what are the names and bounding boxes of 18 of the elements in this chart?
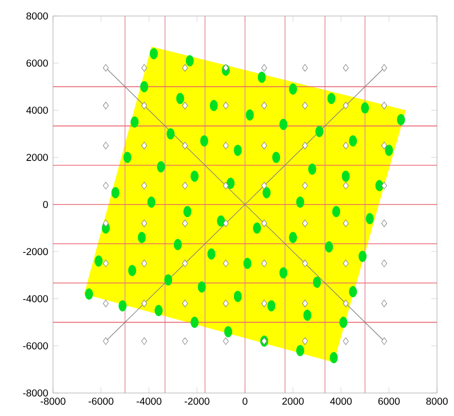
x-tick-label: -4000: [136, 398, 162, 405]
y-tick-label: 2000: [26, 154, 48, 161]
y-tick-label: -2000: [23, 248, 48, 256]
x-tick-label: 6000: [378, 398, 400, 405]
y-tick-label: -4000: [23, 295, 48, 302]
y-tick-label: 4000: [26, 106, 48, 114]
y-tick-label: 6000: [26, 60, 48, 67]
x-tick-label: 0: [242, 398, 248, 405]
x-tick-label: -8000: [40, 398, 66, 405]
x-tick-label: -2000: [184, 398, 210, 405]
y-tick-label: -8000: [23, 389, 48, 397]
x-tick-label: 2000: [282, 398, 304, 405]
x-tick-label: 4000: [330, 398, 352, 405]
x-tick-label: -6000: [88, 398, 114, 405]
x-tick-label: 8000: [426, 398, 448, 405]
y-tick-label: 8000: [26, 12, 48, 20]
y-tick-label: -6000: [23, 342, 48, 350]
y-tick-label: 0: [43, 200, 48, 208]
